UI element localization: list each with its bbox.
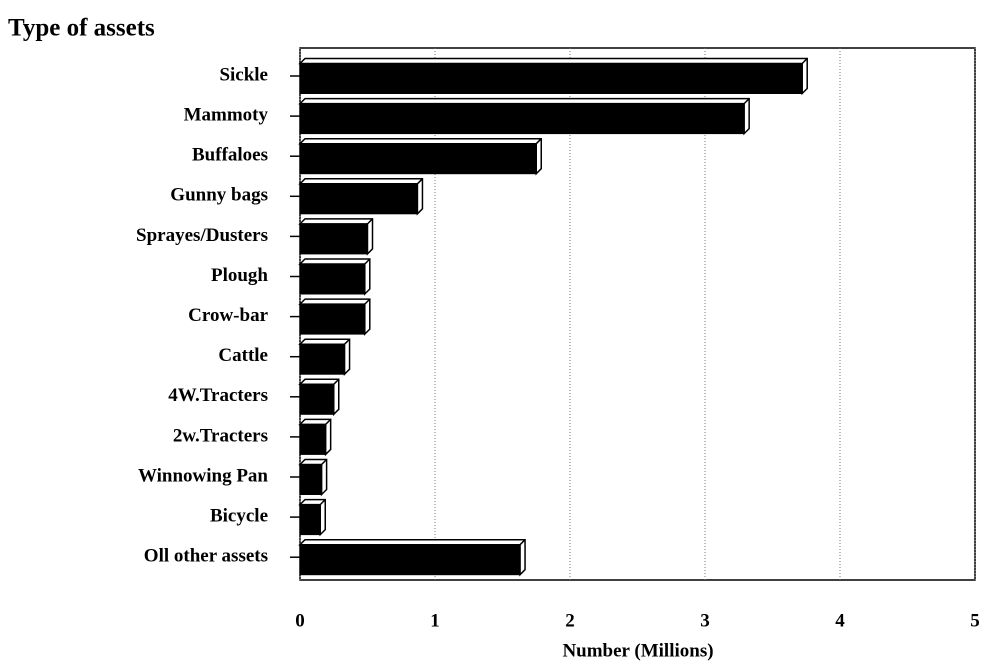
bar-edge <box>519 539 526 546</box>
x-tick-label: 0 <box>295 610 305 631</box>
bar-edge <box>743 98 750 105</box>
y-tick-label: Bicycle <box>210 505 268 526</box>
x-axis-title: Number (Millions) <box>562 640 713 661</box>
bar-edge <box>364 298 371 305</box>
bar-edge <box>535 138 542 145</box>
bar <box>299 263 366 295</box>
y-tick-label: Plough <box>211 265 268 286</box>
x-tick-label: 3 <box>700 610 710 631</box>
x-tick-label: 2 <box>565 610 575 631</box>
y-tick-label: Buffaloes <box>192 145 268 166</box>
y-tick-label: Mammoty <box>184 104 269 125</box>
y-tick-label: Sprayes/Dusters <box>136 225 268 246</box>
y-tick-label: Oll other assets <box>144 546 268 567</box>
y-tick-label: 2w.Tracters <box>173 425 268 446</box>
bar <box>299 544 521 576</box>
bar-edge <box>416 178 423 185</box>
chart-title: Type of assets <box>8 15 155 42</box>
bar-edge <box>333 378 340 385</box>
bar <box>299 143 537 175</box>
y-tick-label: Winnowing Pan <box>138 465 268 486</box>
y-tick-label: Cattle <box>218 345 268 366</box>
bar <box>299 464 323 495</box>
x-tick-label: 5 <box>970 610 980 631</box>
y-tick-label: Crow-bar <box>188 305 268 326</box>
bar <box>299 504 321 536</box>
bar <box>299 103 745 135</box>
bar <box>299 63 803 94</box>
bar-edge <box>344 338 351 345</box>
bar <box>299 183 418 215</box>
y-tick-label: Gunny bags <box>170 185 268 206</box>
bar <box>299 343 346 375</box>
x-tick-label: 1 <box>430 610 440 631</box>
bar-edge <box>325 418 332 425</box>
y-tick-label: Sickle <box>219 64 268 85</box>
bar-edge <box>319 499 326 506</box>
bar-edge <box>321 458 328 466</box>
bar-edge <box>364 258 371 265</box>
bar-edge <box>366 218 374 225</box>
y-tick-label: 4W.Tracters <box>168 385 268 406</box>
bar <box>299 303 366 335</box>
bar-edge <box>801 57 808 65</box>
bar <box>299 383 335 415</box>
bar <box>299 423 327 455</box>
x-tick-label: 4 <box>835 610 845 631</box>
bar <box>299 223 368 255</box>
